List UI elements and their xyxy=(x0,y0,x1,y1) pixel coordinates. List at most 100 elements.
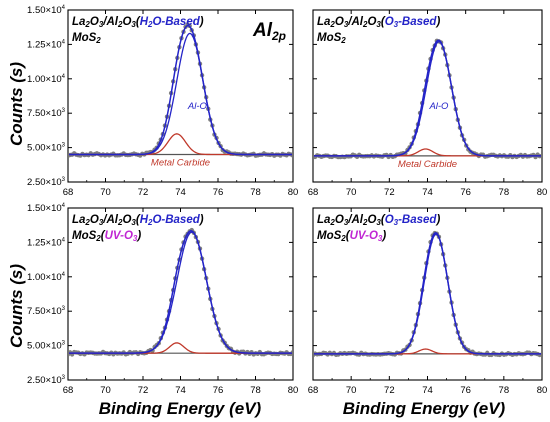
substrate-label: MoS2 xyxy=(72,32,101,45)
y-tick-mantissa: 7.50×10 xyxy=(27,108,62,119)
substrate-highlight-part-1: 3 xyxy=(378,234,383,243)
stack-highlight-part-0: O xyxy=(385,16,394,28)
stack-prefix-part-5: 2 xyxy=(362,218,368,227)
stack-prefix-part-4: /Al xyxy=(102,214,119,226)
plot-area xyxy=(69,22,292,158)
stack-prefix-part-5: 2 xyxy=(362,20,368,29)
y-tick-exponent: 3 xyxy=(62,177,66,183)
stack-label: La2O3/Al2O3(O3-Based) xyxy=(317,214,440,227)
envelope-curve xyxy=(69,230,292,354)
stack-suffix-part-0: ) xyxy=(434,16,440,28)
stack-label: La2O3/Al2O3(H2O-Based) xyxy=(72,16,204,29)
y-tick-label: 7.50×103 xyxy=(27,108,66,119)
stack-prefix-part-7: 3 xyxy=(131,20,136,29)
stack-label: La2O3/Al2O3(O3-Based) xyxy=(317,16,440,29)
x-tick-label: 80 xyxy=(288,187,299,198)
stack-prefix-part-3: 3 xyxy=(344,218,349,227)
stack-highlight-part-0: O xyxy=(385,214,394,226)
plot-area xyxy=(314,230,541,358)
substrate-label: MoS2(UV-O3) xyxy=(317,230,386,243)
y-tick-mantissa: 7.50×10 xyxy=(27,306,62,317)
stack-prefix-part-2: O xyxy=(335,16,344,28)
substrate-prefix-part-1: 2 xyxy=(95,36,101,45)
stack-prefix-part-4: /Al xyxy=(102,16,119,28)
stack-prefix-part-6: O xyxy=(122,214,131,226)
x-tick-label: 78 xyxy=(499,187,510,198)
x-tick-label: 70 xyxy=(100,385,111,396)
stack-prefix-part-2: O xyxy=(90,16,99,28)
x-tick-label: 76 xyxy=(460,187,471,198)
substrate-suffix-part-0: ) xyxy=(380,230,386,242)
stack-prefix-part-3: 3 xyxy=(344,20,349,29)
stack-prefix-part-8: ( xyxy=(381,214,386,226)
x-tick-label: 74 xyxy=(175,385,186,396)
y-tick-exponent: 4 xyxy=(62,5,66,11)
substrate-prefix-part-1: 2 xyxy=(340,36,346,45)
envelope-curve xyxy=(314,232,541,355)
y-tick-label: 7.50×103 xyxy=(27,306,66,317)
x-tick-label: 80 xyxy=(537,187,548,198)
y-tick-label: 1.25×104 xyxy=(27,237,66,248)
y-tick-exponent: 3 xyxy=(62,375,66,381)
component-curve xyxy=(314,40,541,157)
x-tick-label: 68 xyxy=(308,385,319,396)
x-tick-label: 74 xyxy=(422,187,433,198)
y-tick-exponent: 4 xyxy=(62,203,66,209)
series-label: Metal Carbide xyxy=(398,159,457,170)
x-axis-title-right: Binding Energy (eV) xyxy=(343,399,506,418)
y-tick-mantissa: 2.50×10 xyxy=(27,375,62,386)
stack-prefix-part-6: O xyxy=(367,16,376,28)
x-tick-label: 68 xyxy=(308,187,319,198)
stack-prefix-part-6: O xyxy=(367,214,376,226)
stack-suffix-part-0: ) xyxy=(198,16,204,28)
substrate-prefix-part-0: MoS xyxy=(72,230,97,242)
y-tick-mantissa: 1.50×10 xyxy=(27,203,62,214)
x-tick-label: 70 xyxy=(100,187,111,198)
substrate-highlight-part-0: UV-O xyxy=(105,230,133,242)
stack-prefix-part-2: O xyxy=(335,214,344,226)
x-tick-label: 76 xyxy=(213,187,224,198)
x-tick-label: 72 xyxy=(138,187,149,198)
stack-highlight-part-2: O-Based xyxy=(152,214,200,226)
substrate-prefix-part-0: MoS xyxy=(72,32,97,44)
stack-prefix-part-3: 3 xyxy=(99,20,104,29)
y-tick-label: 1.50×104 xyxy=(27,203,66,214)
stack-highlight-part-2: -Based xyxy=(398,214,437,226)
series-label: Al-O xyxy=(187,101,208,112)
stack-highlight-part-0: H xyxy=(140,214,149,226)
substrate-label: MoS2(UV-O3) xyxy=(72,230,141,243)
stack-highlight-part-2: -Based xyxy=(398,16,437,28)
stack-highlight-part-1: 3 xyxy=(394,218,399,227)
substrate-prefix-part-2: ( xyxy=(101,230,106,242)
x-tick-label: 72 xyxy=(138,385,149,396)
y-axis-title-top: Counts (s) xyxy=(7,62,26,146)
envelope-curve xyxy=(69,24,292,156)
orbital-label: Al2p xyxy=(252,20,286,43)
y-tick-mantissa: 1.00×10 xyxy=(27,272,62,283)
envelope-curve xyxy=(314,39,541,157)
stack-prefix-part-8: ( xyxy=(136,214,141,226)
y-tick-label: 1.00×104 xyxy=(27,74,66,85)
component-curve xyxy=(69,133,292,156)
y-tick-exponent: 3 xyxy=(62,306,66,312)
stack-prefix-part-2: O xyxy=(90,214,99,226)
y-tick-exponent: 4 xyxy=(62,272,66,278)
stack-prefix-part-4: /Al xyxy=(347,214,364,226)
stack-prefix-part-8: ( xyxy=(381,16,386,28)
y-tick-label: 2.50×103 xyxy=(27,177,66,188)
x-tick-label: 78 xyxy=(250,385,261,396)
x-tick-label: 76 xyxy=(213,385,224,396)
substrate-prefix-part-1: 2 xyxy=(95,234,101,243)
x-tick-label: 74 xyxy=(422,385,433,396)
substrate-prefix-part-0: MoS xyxy=(317,32,342,44)
y-axis-title-bottom: Counts (s) xyxy=(7,264,26,348)
stack-prefix-part-1: 2 xyxy=(329,218,335,227)
y-tick-mantissa: 5.00×10 xyxy=(27,341,62,352)
stack-prefix-part-6: O xyxy=(122,16,131,28)
stack-highlight-part-1: 3 xyxy=(394,20,399,29)
stack-prefix-part-1: 2 xyxy=(84,218,90,227)
y-tick-label: 1.25×104 xyxy=(27,39,66,50)
chart-panel-h2o-mos2: 68 70 72 74 76 78 802.50×1035.00×1037.50×1031.… xyxy=(27,5,298,198)
